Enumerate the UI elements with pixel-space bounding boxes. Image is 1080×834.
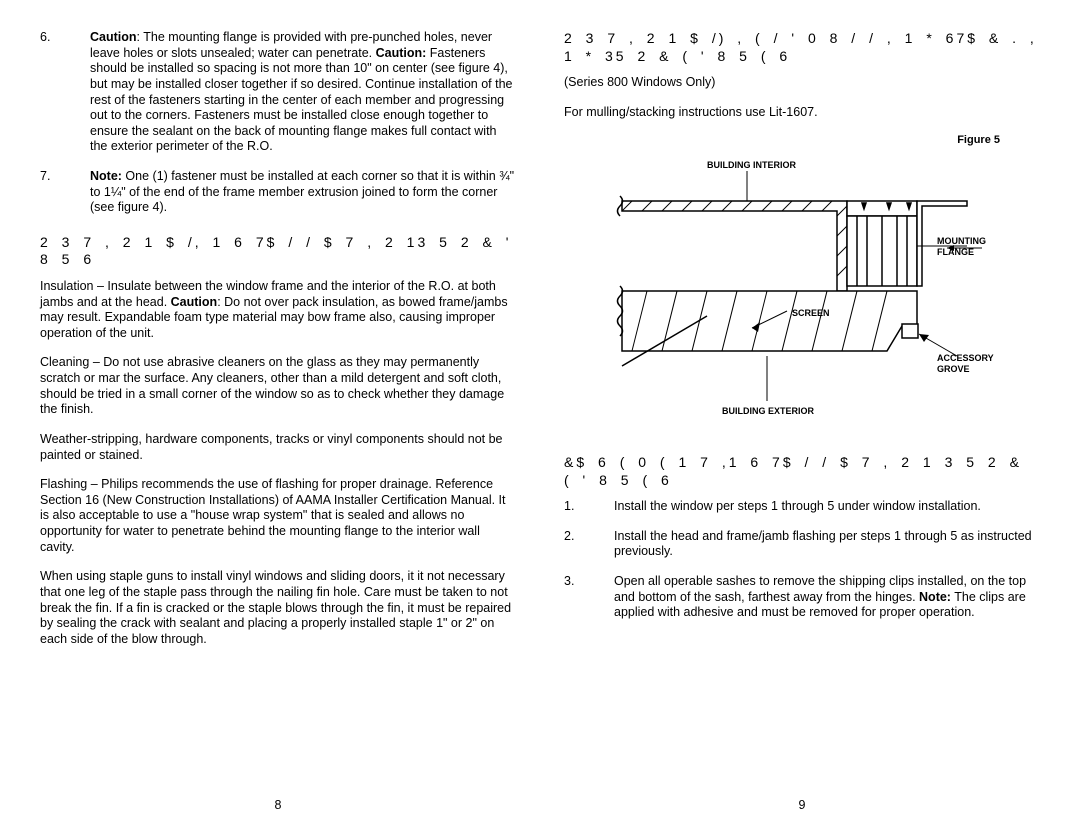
label-grove-2: GROVE	[937, 364, 970, 374]
label-flange-1: MOUNTING	[937, 236, 986, 246]
page-right: 2 3 7 , 2 1 $ /) , ( / ' 0 8 / / , 1 * 6…	[564, 30, 1040, 814]
c-item-3: 3. Open all operable sashes to remove th…	[564, 574, 1040, 621]
para-weather: Weather-stripping, hardware components, …	[40, 432, 516, 463]
para-cleaning: Cleaning – Do not use abrasive cleaners …	[40, 355, 516, 418]
label-grove-1: ACCESSORY	[937, 353, 994, 363]
label-interior: BUILDING INTERIOR	[707, 160, 796, 170]
item-text: Install the window per steps 1 through 5…	[614, 499, 1040, 515]
heading-optional-mulling: 2 3 7 , 2 1 $ /) , ( / ' 0 8 / / , 1 * 6…	[564, 30, 1040, 65]
item-text: Note: One (1) fastener must be installed…	[90, 169, 516, 216]
figure-5: Figure 5	[564, 134, 1040, 436]
item-number: 7.	[40, 169, 90, 216]
list-casement: 1. Install the window per steps 1 throug…	[564, 499, 1040, 621]
list-caution-note: 6. Caution: The mounting flange is provi…	[40, 30, 516, 216]
lit-note: For mulling/stacking instructions use Li…	[564, 105, 1040, 121]
item-number: 6.	[40, 30, 90, 155]
heading-casement-install: &$ 6 ( 0 ( 1 7 ,1 6 7$ / / $ 7 , 2 1 3 5…	[564, 454, 1040, 489]
page-left: 6. Caution: The mounting flange is provi…	[40, 30, 516, 814]
c-item-2: 2. Install the head and frame/jamb flash…	[564, 529, 1040, 560]
page-spread: 6. Caution: The mounting flange is provi…	[40, 30, 1040, 814]
figure-label: Figure 5	[564, 134, 1000, 148]
page-number-left: 8	[40, 784, 516, 814]
item-number: 2.	[564, 529, 614, 560]
series-note: (Series 800 Windows Only)	[564, 75, 1040, 91]
figure-5-svg: BUILDING INTERIOR MOUNTING FLANGE SCREEN…	[587, 156, 1017, 436]
para-flashing: Flashing – Philips recommends the use of…	[40, 477, 516, 555]
item-number: 1.	[564, 499, 614, 515]
c-item-1: 1. Install the window per steps 1 throug…	[564, 499, 1040, 515]
item-7: 7. Note: One (1) fastener must be instal…	[40, 169, 516, 216]
page-number-right: 9	[564, 784, 1040, 814]
heading-optional-install: 2 3 7 , 2 1 $ /, 1 6 7$ / / $ 7 , 2 13 5…	[40, 234, 516, 269]
label-screen: SCREEN	[792, 308, 830, 318]
label-exterior: BUILDING EXTERIOR	[722, 406, 815, 416]
item-6: 6. Caution: The mounting flange is provi…	[40, 30, 516, 155]
item-text: Install the head and frame/jamb flashing…	[614, 529, 1040, 560]
item-text: Open all operable sashes to remove the s…	[614, 574, 1040, 621]
label-flange-2: FLANGE	[937, 247, 974, 257]
para-insulation: Insulation – Insulate between the window…	[40, 279, 516, 342]
para-staple: When using staple guns to install vinyl …	[40, 569, 516, 647]
item-text: Caution: The mounting flange is provided…	[90, 30, 516, 155]
item-number: 3.	[564, 574, 614, 621]
